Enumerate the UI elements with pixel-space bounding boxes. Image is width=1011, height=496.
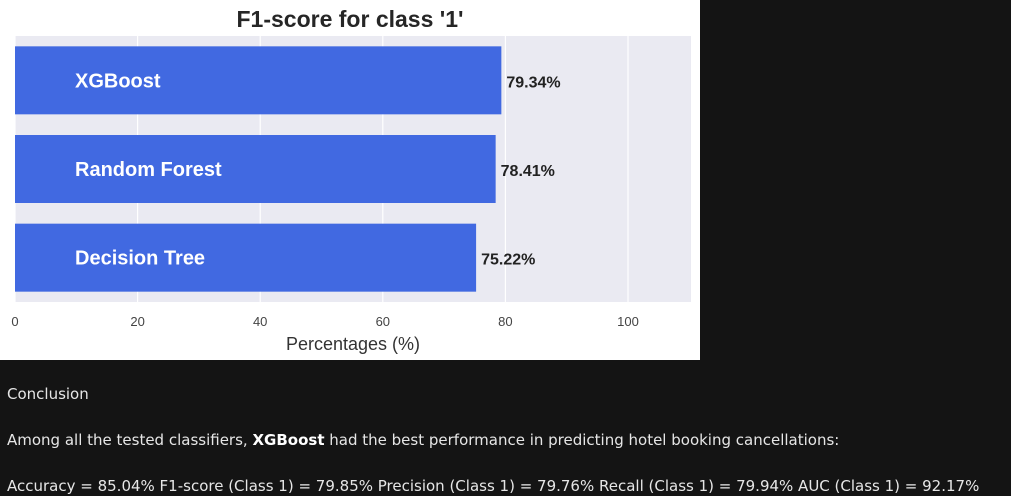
x-tick-label-20: 20 [130, 314, 144, 329]
x-tick-label-0: 0 [11, 314, 18, 329]
x-tick-label-60: 60 [376, 314, 390, 329]
bars-group: XGBoost 79.34% Random Forest 78.41% Decision… [15, 46, 561, 292]
chart-title: F1-score for class '1' [237, 6, 464, 32]
summary-suffix: had the best performance in predicting h… [329, 431, 840, 449]
x-tick-label-100: 100 [617, 314, 639, 329]
conclusion-heading: Conclusion [7, 385, 89, 403]
x-tick-label-80: 80 [498, 314, 512, 329]
chart-panel: F1-score for class '1' XGBoost 79.34% Rand… [0, 0, 700, 360]
bar-value-label: 79.34% [506, 74, 560, 91]
conclusion-summary: Among all the tested classifiers, XGBoos… [7, 430, 839, 450]
bar-xgboost [15, 46, 502, 115]
bar-value-label: 75.22% [481, 252, 535, 269]
x-axis-label: Percentages (%) [286, 334, 420, 354]
f1-bar-chart: F1-score for class '1' XGBoost 79.34% Rand… [11, 6, 691, 354]
summary-prefix: Among all the tested classifiers, [7, 431, 248, 449]
bar-random-forest [15, 135, 496, 203]
bar-category-label: Decision Tree [75, 248, 205, 270]
x-tick-label-40: 40 [253, 314, 267, 329]
metrics-line: Accuracy = 85.04% F1-score (Class 1) = 7… [7, 477, 980, 495]
x-ticks: 0 20 40 60 80 100 [11, 314, 638, 329]
bar-category-label: Random Forest [75, 159, 222, 181]
bar-decision-tree [15, 223, 477, 292]
bar-value-label: 78.41% [501, 163, 555, 180]
best-model-name: XGBoost [252, 431, 325, 449]
bar-category-label: XGBoost [75, 70, 161, 92]
